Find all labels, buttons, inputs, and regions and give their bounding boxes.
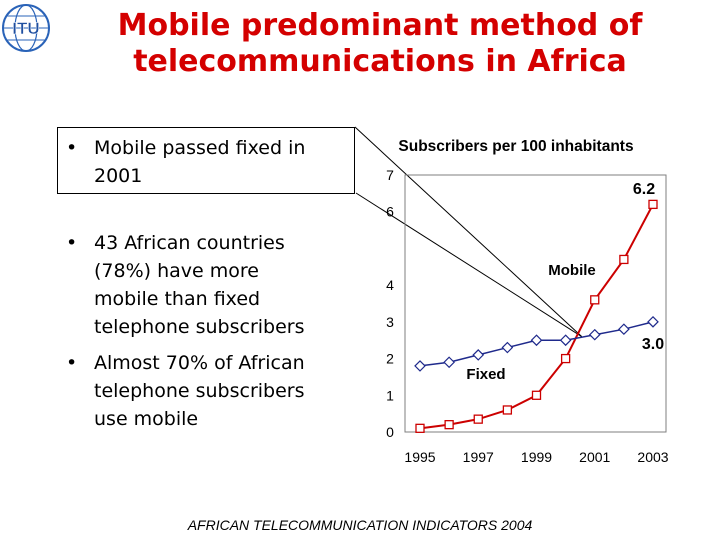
bullet-2: • 43 African countries (78%) have more m… — [66, 229, 366, 341]
fixed-point-1995 — [414, 360, 426, 372]
bullet-2-line2: (78%) have more — [94, 260, 259, 282]
mobile-point-1995 — [415, 423, 425, 433]
page-title-line1: Mobile predominant method of — [117, 8, 643, 43]
bullet-1: • Mobile passed fixed in 2001 — [66, 134, 356, 190]
fixed-point-2000 — [559, 334, 572, 347]
x-tick-label-2003: 2003 — [637, 449, 668, 465]
fixed-end-value-label: 3.0 — [642, 336, 664, 353]
mobile-point-1997 — [473, 414, 483, 424]
y-tick-label-2: 2 — [386, 351, 394, 367]
mobile-point-2002 — [619, 254, 629, 265]
y-tick-label-6: 6 — [386, 204, 394, 220]
bullet-3-line3: use mobile — [94, 408, 199, 430]
itu-logo: ITU — [2, 4, 50, 52]
page-title: Mobile predominant method of telecommuni… — [60, 8, 700, 80]
series-labels: Mobile Fixed 6.2 3.0 — [466, 181, 664, 383]
bullet-dot: • — [66, 232, 78, 254]
y-tick-label-1: 1 — [386, 387, 394, 403]
footer-source: AFRICAN TELECOMMUNICATION INDICATORS 200… — [187, 517, 533, 533]
mobile-point-1996 — [444, 420, 454, 430]
bullet-2-line1: 43 African countries — [94, 232, 285, 254]
mobile-point-2001 — [590, 295, 600, 305]
mobile-end-value-label: 6.2 — [633, 181, 655, 198]
bullet-2-line4: telephone subscribers — [94, 316, 305, 338]
fixed-point-2001 — [588, 328, 601, 341]
callout-box — [57, 127, 355, 194]
callout-pointer-lower — [355, 192, 582, 337]
callout-pointer-upper — [354, 126, 582, 337]
fixed-point-1998 — [501, 341, 514, 354]
mobile-series-label: Mobile — [548, 262, 596, 279]
bullet-2-line3: mobile than fixed — [94, 288, 261, 310]
y-tick-label-7: 7 — [386, 167, 394, 183]
fixed-point-2003 — [647, 316, 659, 328]
bullet-dot: • — [66, 137, 78, 159]
plot-frame — [404, 174, 667, 433]
mobile-point-1999 — [531, 390, 542, 400]
x-tick-label-1999: 1999 — [521, 449, 552, 465]
fixed-point-1999 — [530, 334, 543, 347]
x-axis-ticks: 1995 1997 1999 2001 2003 — [404, 449, 668, 465]
plot-area — [404, 174, 667, 433]
svg-text:ITU: ITU — [12, 19, 39, 38]
fixed-series-label: Fixed — [466, 366, 505, 383]
mobile-point-1998 — [502, 405, 513, 415]
series-layer — [414, 199, 659, 433]
bullet-dot: • — [66, 352, 78, 374]
x-tick-label-2001: 2001 — [579, 449, 610, 465]
callout-pointer-lines — [354, 126, 582, 337]
mobile-point-2000 — [560, 353, 571, 364]
y-tick-label-3: 3 — [386, 314, 394, 330]
y-axis-ticks: 0 1 2 3 4 6 7 — [386, 167, 394, 440]
fixed-point-2002 — [618, 323, 630, 336]
bullet-1-line2: 2001 — [94, 165, 143, 187]
bullet-1-line1: Mobile passed fixed in — [94, 137, 306, 159]
x-tick-label-1997: 1997 — [463, 449, 494, 465]
chart-title: Subscribers per 100 inhabitants — [398, 138, 633, 155]
mobile-point-2003 — [648, 199, 658, 210]
fixed-point-1996 — [443, 356, 455, 369]
bullet-3: • Almost 70% of African telephone subscr… — [66, 349, 366, 433]
fixed-point-1997 — [472, 349, 485, 361]
x-tick-label-1995: 1995 — [404, 449, 435, 465]
page-title-line2: telecommunications in Africa — [133, 44, 627, 79]
bullet-3-line1: Almost 70% of African — [94, 352, 305, 374]
bullet-3-line2: telephone subscribers — [94, 380, 305, 402]
y-tick-label-4: 4 — [386, 277, 394, 293]
y-tick-label-0: 0 — [386, 424, 394, 440]
